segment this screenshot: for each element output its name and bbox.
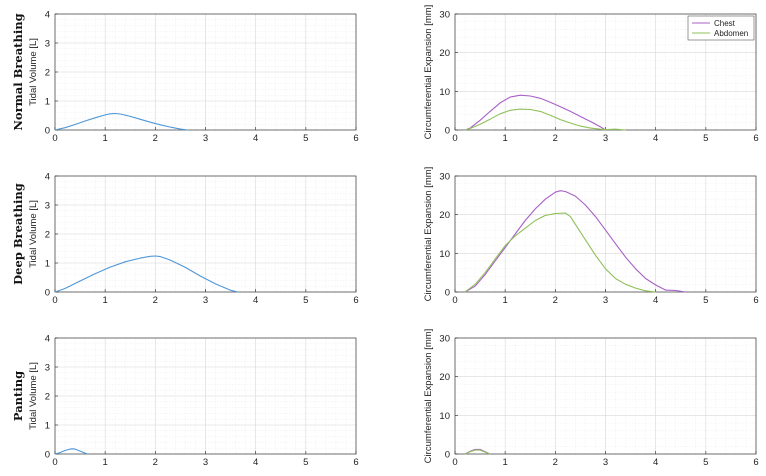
row-label: Panting	[11, 371, 25, 421]
series-line-chest	[464, 190, 686, 293]
x-tick-label: 3	[203, 133, 208, 144]
x-tick-label: 2	[553, 295, 558, 306]
series-line-abdomen	[464, 212, 656, 293]
chart-panel: 0 1 2 3 4 5 6 0 1 2 3 4 Tidal Volume [L]	[28, 334, 359, 469]
x-tick-label: 5	[703, 295, 708, 306]
x-tick-label: 1	[503, 295, 508, 306]
series-line-chest	[464, 94, 606, 131]
x-tick-label: 6	[353, 457, 358, 468]
y-tick-label: 3	[45, 201, 50, 212]
x-tick-label: 0	[52, 295, 57, 306]
x-tick-label: 2	[553, 457, 558, 468]
y-tick-label: 1	[45, 421, 50, 432]
y-tick-label: 3	[45, 363, 50, 374]
x-tick-label: 1	[503, 133, 508, 144]
row-label: Normal Breathing	[11, 13, 25, 130]
x-tick-label: 4	[653, 295, 658, 306]
y-axis-label: Tidal Volume [L]	[28, 38, 39, 106]
y-tick-label: 0	[445, 450, 450, 461]
x-tick-label: 2	[553, 133, 558, 144]
x-tick-label: 0	[452, 133, 457, 144]
series-line-tidal-volume	[54, 448, 88, 455]
series-line-tidal-volume	[54, 112, 188, 131]
x-tick-label: 6	[753, 457, 758, 468]
y-tick-label: 30	[439, 10, 450, 21]
y-tick-label: 20	[439, 210, 450, 221]
x-tick-label: 4	[253, 457, 258, 468]
y-tick-label: 0	[45, 126, 50, 137]
series-line-abdomen	[464, 449, 491, 455]
y-tick-label: 1	[45, 259, 50, 270]
y-tick-label: 0	[45, 288, 50, 299]
x-tick-label: 2	[153, 457, 158, 468]
x-tick-label: 5	[303, 457, 308, 468]
series-line-abdomen	[464, 108, 626, 131]
row-label: Deep Breathing	[11, 183, 25, 285]
legend-label: Abdomen	[714, 29, 748, 38]
y-tick-label: 0	[445, 288, 450, 299]
y-axis-label: Tidal Volume [L]	[28, 362, 39, 430]
x-tick-label: 1	[103, 295, 108, 306]
chart-panel: 0 1 2 3 4 5 6 0 10 20 30 Circumferential Expansion …	[423, 5, 759, 144]
x-tick-label: 3	[603, 457, 608, 468]
chart-panel: 0 1 2 3 4 5 6 0 1 2 3 4 Tidal Volume [L]	[28, 172, 359, 307]
x-tick-label: 1	[103, 457, 108, 468]
y-axis-label: Circumferential Expansion [mm]	[423, 5, 434, 140]
y-tick-label: 1	[45, 97, 50, 108]
x-tick-label: 4	[253, 295, 258, 306]
y-tick-label: 0	[445, 126, 450, 137]
x-tick-label: 2	[153, 295, 158, 306]
y-tick-label: 4	[45, 172, 50, 183]
x-tick-label: 6	[753, 133, 758, 144]
x-tick-label: 6	[353, 133, 358, 144]
chart-panel: 0 1 2 3 4 5 6 0 1 2 3 4 Tidal Volume [L]	[28, 10, 359, 145]
x-tick-label: 5	[303, 133, 308, 144]
y-tick-label: 2	[45, 68, 50, 79]
series-line-tidal-volume	[54, 255, 239, 293]
x-tick-label: 0	[452, 457, 457, 468]
x-tick-label: 4	[653, 133, 658, 144]
y-tick-label: 20	[439, 48, 450, 59]
y-tick-label: 2	[45, 392, 50, 403]
x-tick-label: 3	[603, 133, 608, 144]
y-tick-label: 3	[45, 39, 50, 50]
y-axis-label: Tidal Volume [L]	[28, 200, 39, 268]
y-tick-label: 10	[439, 411, 450, 422]
x-tick-label: 1	[103, 133, 108, 144]
y-tick-label: 30	[439, 334, 450, 345]
y-axis-label: Circumferential Expansion [mm]	[423, 167, 434, 302]
x-tick-label: 3	[203, 295, 208, 306]
y-tick-label: 4	[45, 10, 50, 21]
x-tick-label: 3	[203, 457, 208, 468]
x-tick-label: 6	[753, 295, 758, 306]
x-tick-label: 4	[253, 133, 258, 144]
x-tick-label: 0	[52, 457, 57, 468]
x-tick-label: 3	[603, 295, 608, 306]
legend-label: Chest	[714, 19, 736, 28]
y-tick-label: 0	[45, 450, 50, 461]
x-tick-label: 5	[703, 457, 708, 468]
y-axis-label: Circumferential Expansion [mm]	[423, 329, 434, 464]
x-tick-label: 6	[353, 295, 358, 306]
x-tick-label: 2	[153, 133, 158, 144]
x-tick-label: 0	[52, 133, 57, 144]
x-tick-label: 4	[653, 457, 658, 468]
y-tick-label: 2	[45, 230, 50, 241]
y-tick-label: 10	[439, 87, 450, 98]
chart-panel: 0 1 2 3 4 5 6 0 10 20 30 Circumferential Expansion …	[423, 167, 759, 306]
y-tick-label: 30	[439, 172, 450, 183]
legend-box	[687, 15, 755, 41]
x-tick-label: 5	[303, 295, 308, 306]
x-tick-label: 1	[503, 457, 508, 468]
y-tick-label: 10	[439, 249, 450, 260]
x-tick-label: 5	[703, 133, 708, 144]
y-tick-label: 4	[45, 334, 50, 345]
x-tick-label: 0	[452, 295, 457, 306]
y-tick-label: 20	[439, 372, 450, 383]
chart-panel: 0 1 2 3 4 5 6 0 10 20 30 Circumferential Expansion …	[423, 329, 759, 468]
